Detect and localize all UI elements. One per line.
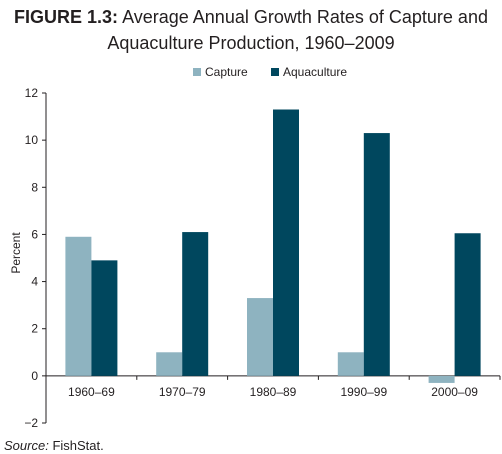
x-tick-label: 1970–79 — [159, 385, 206, 399]
y-tick-label: 4 — [31, 275, 38, 289]
legend-label-capture: Capture — [205, 65, 248, 79]
x-tick-label: 1980–89 — [250, 385, 297, 399]
bar-capture-1 — [156, 352, 183, 376]
title-line-1: Average Annual Growth Rates of Capture a… — [122, 7, 488, 27]
x-tick-label: 1960–69 — [68, 385, 115, 399]
chart-title: FIGURE 1.3: Average Annual Growth Rates … — [0, 4, 502, 56]
legend-label-aquaculture: Aquaculture — [283, 65, 347, 79]
bar-aquaculture-3 — [363, 133, 390, 376]
title-line-2: Aquaculture Production, 1960–2009 — [107, 33, 395, 53]
y-tick-label: 2 — [31, 322, 38, 336]
bar-capture-3 — [337, 352, 364, 376]
source-label: Source: — [4, 438, 49, 453]
bar-aquaculture-1 — [182, 232, 209, 376]
y-axis-label: Percent — [9, 232, 23, 274]
bar-aquaculture-0 — [91, 260, 118, 376]
figure-label: FIGURE 1.3: — [14, 7, 119, 27]
y-tick-label: 8 — [31, 180, 38, 194]
x-tick-label: 1990–99 — [340, 385, 387, 399]
bar-capture-4 — [428, 375, 455, 383]
bar-aquaculture-4 — [454, 233, 481, 376]
y-tick-label: 12 — [25, 86, 39, 100]
bar-capture-0 — [65, 236, 92, 376]
y-tick-label: −2 — [24, 416, 38, 430]
y-tick-label: 10 — [25, 133, 39, 147]
legend-swatch-capture — [193, 68, 201, 76]
bar-aquaculture-2 — [273, 109, 299, 376]
y-tick-label: 0 — [31, 369, 38, 383]
legend-swatch-aquaculture — [271, 68, 279, 76]
source-value: FishStat. — [52, 438, 104, 453]
source-note: Source: FishStat. — [4, 438, 104, 453]
y-tick-label: 6 — [31, 227, 38, 241]
x-tick-label: 2000–09 — [431, 385, 478, 399]
bar-capture-2 — [247, 298, 273, 376]
